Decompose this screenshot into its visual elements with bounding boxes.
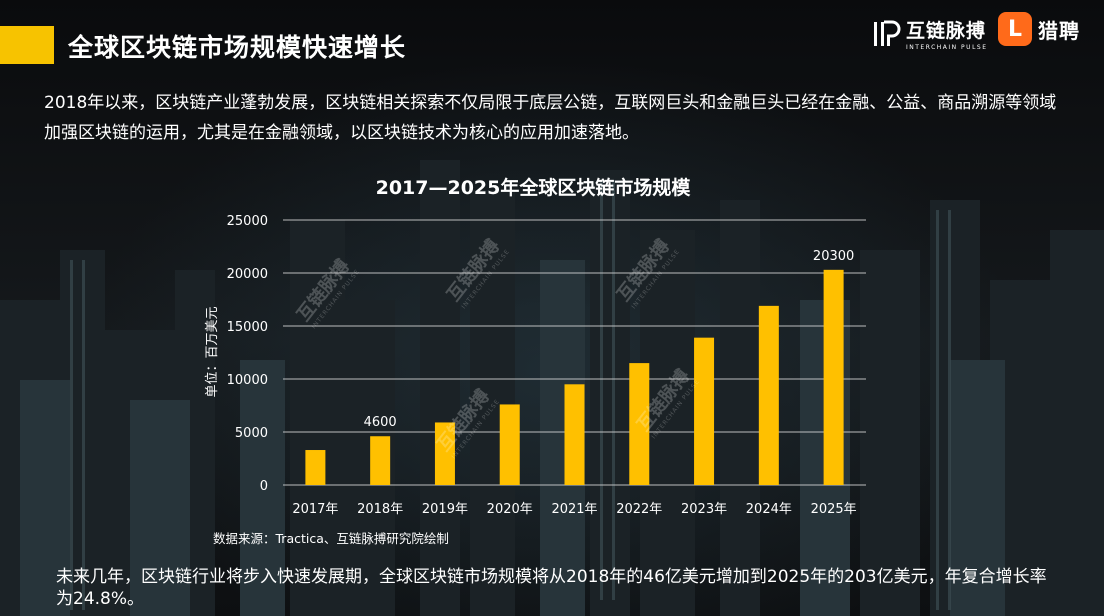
y-tick-label: 10000: [227, 373, 268, 388]
y-tick-label: 5000: [235, 426, 268, 441]
outro-paragraph: 未来几年，区块链行业将步入快速发展期，全球区块链市场规模将从2018年的46亿美…: [56, 567, 1047, 609]
liepin-logo-text: 猎聘: [1038, 18, 1080, 43]
logo-main-cn: 互链脉搏: [906, 20, 987, 42]
bar: [305, 450, 326, 485]
y-tick-label: 25000: [227, 214, 268, 229]
data-label: 4600: [364, 415, 397, 430]
data-label: 20300: [813, 249, 854, 264]
intro-paragraph: 2018年以来，区块链产业蓬勃发展，区块链相关探索不仅局限于底层公链，互联网巨头…: [44, 93, 1057, 143]
x-tick-label: 2024年: [746, 502, 792, 517]
bar: [434, 422, 455, 485]
bar: [758, 305, 779, 485]
x-tick-label: 2020年: [487, 502, 533, 517]
x-tick-label: 2022年: [616, 502, 662, 517]
x-tick-label: 2017年: [292, 502, 338, 517]
bar: [370, 436, 391, 485]
x-tick-label: 2025年: [811, 502, 857, 517]
bar: [499, 404, 520, 485]
x-tick-label: 2018年: [357, 502, 403, 517]
logo-main-en: INTERCHAIN PULSE: [906, 44, 988, 51]
chart-title: 2017—2025年全球区块链市场规模: [376, 176, 692, 199]
interchain-pulse-logo: 互链脉搏 INTERCHAIN PULSE: [872, 16, 988, 51]
x-tick-label: 2019年: [422, 502, 468, 517]
page-title: 全球区块链市场规模快速增长: [68, 33, 407, 62]
liepin-logo: L 猎聘: [998, 12, 1080, 46]
title-accent-bar: [0, 26, 54, 64]
bar: [629, 363, 650, 485]
y-tick-label: 0: [260, 479, 268, 494]
y-tick-label: 15000: [227, 320, 268, 335]
y-tick-label: 20000: [227, 267, 268, 282]
liepin-logo-icon: L: [998, 12, 1032, 46]
x-tick-label: 2021年: [551, 502, 597, 517]
bar: [694, 337, 715, 485]
bar: [823, 269, 844, 485]
x-tick-label: 2023年: [681, 502, 727, 517]
data-source-note: 数据来源：Tractica、互链脉搏研究院绘制: [213, 531, 449, 546]
bar: [564, 384, 585, 485]
interchain-pulse-logo-icon: [874, 20, 901, 46]
chart-y-axis-label: 单位：百万美元: [205, 306, 220, 397]
